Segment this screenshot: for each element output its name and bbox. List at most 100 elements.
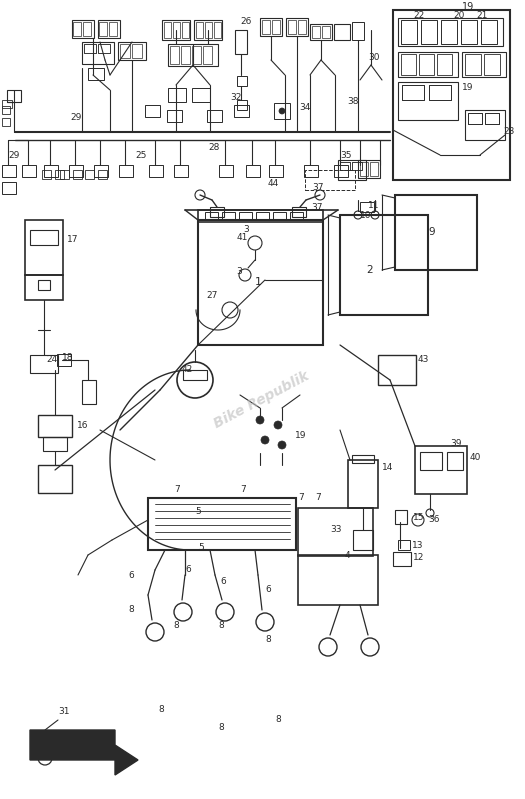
Bar xyxy=(273,212,286,220)
Bar xyxy=(222,212,235,220)
Bar xyxy=(120,44,130,58)
Bar xyxy=(286,18,308,36)
Text: 36: 36 xyxy=(428,515,439,524)
Bar xyxy=(55,170,64,179)
Bar xyxy=(203,46,212,64)
Circle shape xyxy=(278,441,286,449)
Bar xyxy=(85,170,94,179)
Bar xyxy=(174,165,188,177)
Text: 15: 15 xyxy=(413,514,425,523)
Bar xyxy=(465,110,505,140)
Bar xyxy=(358,160,380,178)
Bar xyxy=(340,162,350,170)
Text: 13: 13 xyxy=(412,540,424,550)
Bar xyxy=(38,465,72,493)
Bar xyxy=(22,165,36,177)
Bar xyxy=(192,88,210,102)
Text: 26: 26 xyxy=(240,18,251,26)
Bar xyxy=(237,76,247,86)
Bar xyxy=(2,118,10,126)
Bar xyxy=(149,165,163,177)
Bar xyxy=(109,22,117,36)
Bar xyxy=(237,100,247,110)
Bar xyxy=(182,22,189,38)
Bar xyxy=(30,355,58,373)
Bar xyxy=(7,90,21,102)
Text: 7: 7 xyxy=(298,494,304,503)
Bar xyxy=(2,182,16,194)
Bar xyxy=(84,44,96,53)
Text: 10: 10 xyxy=(360,210,372,220)
Bar xyxy=(352,162,362,170)
Bar xyxy=(290,212,303,220)
Bar xyxy=(82,42,114,64)
Bar xyxy=(334,165,348,177)
Bar xyxy=(88,68,104,80)
Text: 7: 7 xyxy=(240,486,246,495)
Bar xyxy=(348,460,378,508)
Bar xyxy=(441,20,457,44)
Text: 29: 29 xyxy=(70,113,81,122)
Bar xyxy=(298,508,373,556)
Bar xyxy=(83,22,91,36)
Text: 37: 37 xyxy=(312,182,323,192)
Bar xyxy=(288,20,296,34)
Bar xyxy=(353,530,373,550)
Text: 37: 37 xyxy=(311,204,322,213)
Bar xyxy=(98,44,110,53)
Bar xyxy=(25,275,63,300)
Text: 6: 6 xyxy=(220,578,226,586)
Bar xyxy=(298,555,378,605)
Bar xyxy=(468,113,482,124)
Text: 28: 28 xyxy=(208,144,219,153)
Bar xyxy=(42,170,51,179)
Bar xyxy=(393,552,411,566)
Bar xyxy=(145,105,160,117)
Bar xyxy=(292,207,306,217)
Bar xyxy=(183,370,207,380)
Bar xyxy=(198,210,323,222)
Text: Bike Republik: Bike Republik xyxy=(212,369,312,431)
Bar xyxy=(419,54,434,75)
Text: 18: 18 xyxy=(62,353,74,363)
Bar xyxy=(73,22,81,36)
Bar xyxy=(2,165,16,177)
Text: 8: 8 xyxy=(275,715,281,725)
Text: 31: 31 xyxy=(58,707,69,717)
Bar xyxy=(119,165,133,177)
Bar xyxy=(214,22,221,38)
Bar xyxy=(235,30,247,54)
Bar xyxy=(98,20,120,38)
Text: 42: 42 xyxy=(182,365,193,375)
Bar xyxy=(38,280,50,290)
Bar xyxy=(334,24,350,40)
Text: 19: 19 xyxy=(295,431,307,439)
Bar xyxy=(312,26,320,38)
Bar xyxy=(304,165,318,177)
Bar xyxy=(57,354,71,366)
Bar xyxy=(205,212,218,220)
Text: 12: 12 xyxy=(413,554,424,562)
Bar xyxy=(274,103,290,119)
Bar xyxy=(132,44,142,58)
Text: 2: 2 xyxy=(366,265,373,275)
Bar xyxy=(99,22,107,36)
Bar xyxy=(82,380,96,404)
Bar xyxy=(164,22,171,38)
Bar xyxy=(256,212,269,220)
Circle shape xyxy=(261,436,269,444)
Bar xyxy=(168,44,218,66)
Bar xyxy=(168,88,186,102)
Bar xyxy=(148,498,296,550)
Text: 8: 8 xyxy=(218,724,224,733)
Bar xyxy=(73,170,82,179)
Bar xyxy=(305,170,355,190)
Bar xyxy=(465,54,481,75)
Bar xyxy=(210,207,224,217)
Bar xyxy=(69,165,83,177)
Bar xyxy=(415,446,467,494)
Text: 40: 40 xyxy=(470,454,481,463)
Text: 16: 16 xyxy=(77,420,89,430)
Bar xyxy=(167,110,182,122)
Text: 19: 19 xyxy=(462,2,474,12)
